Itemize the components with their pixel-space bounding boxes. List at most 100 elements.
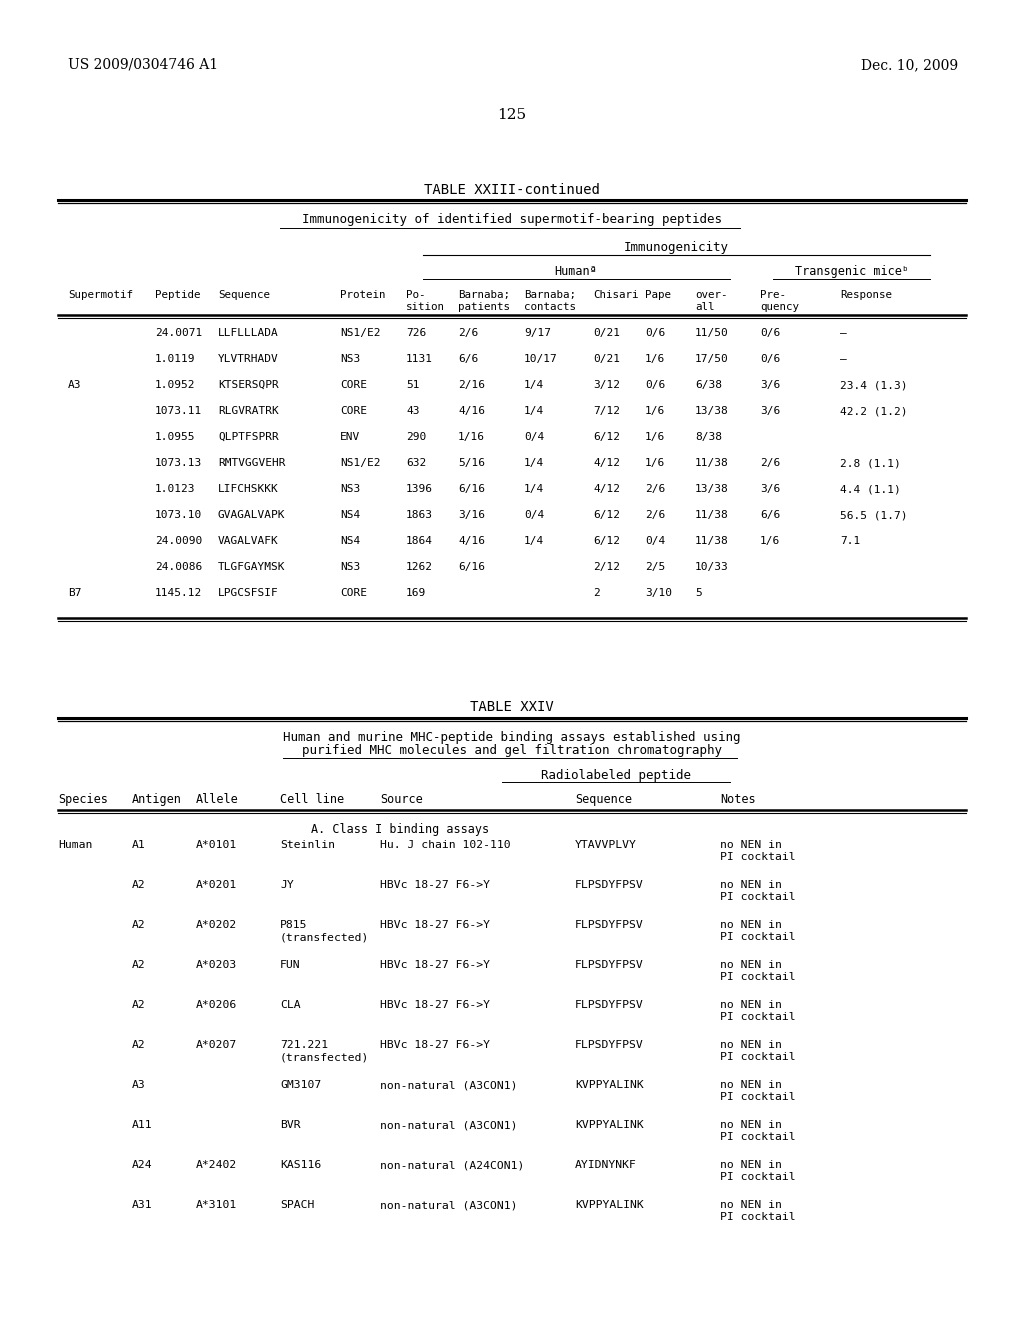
Text: 13/38: 13/38: [695, 484, 729, 494]
Text: no NEN in: no NEN in: [720, 880, 782, 890]
Text: FLPSDYFPSV: FLPSDYFPSV: [575, 920, 644, 931]
Text: A3: A3: [132, 1080, 145, 1090]
Text: A*0202: A*0202: [196, 920, 238, 931]
Text: 0/4: 0/4: [524, 432, 544, 442]
Text: KTSERSQPR: KTSERSQPR: [218, 380, 279, 389]
Text: CLA: CLA: [280, 1001, 301, 1010]
Text: Radiolabeled peptide: Radiolabeled peptide: [541, 770, 691, 781]
Text: patients: patients: [458, 302, 510, 312]
Text: 1/4: 1/4: [524, 484, 544, 494]
Text: AYIDNYNKF: AYIDNYNKF: [575, 1160, 637, 1170]
Text: CORE: CORE: [340, 407, 367, 416]
Text: 2/5: 2/5: [645, 562, 666, 572]
Text: 1/6: 1/6: [645, 354, 666, 364]
Text: Species: Species: [58, 793, 108, 807]
Text: A*0207: A*0207: [196, 1040, 238, 1049]
Text: non-natural (A3CON1): non-natural (A3CON1): [380, 1080, 517, 1090]
Text: KVPPYALINK: KVPPYALINK: [575, 1080, 644, 1090]
Text: CORE: CORE: [340, 380, 367, 389]
Text: HBVc 18-27 F6->Y: HBVc 18-27 F6->Y: [380, 960, 490, 970]
Text: quency: quency: [760, 302, 799, 312]
Text: NS1/E2: NS1/E2: [340, 327, 381, 338]
Text: Allele: Allele: [196, 793, 239, 807]
Text: FLPSDYFPSV: FLPSDYFPSV: [575, 960, 644, 970]
Text: no NEN in: no NEN in: [720, 1080, 782, 1090]
Text: 17/50: 17/50: [695, 354, 729, 364]
Text: no NEN in: no NEN in: [720, 1001, 782, 1010]
Text: JY: JY: [280, 880, 294, 890]
Text: non-natural (A24CON1): non-natural (A24CON1): [380, 1160, 524, 1170]
Text: no NEN in: no NEN in: [720, 1200, 782, 1210]
Text: TLGFGAYMSK: TLGFGAYMSK: [218, 562, 286, 572]
Text: 3/10: 3/10: [645, 587, 672, 598]
Text: no NEN in: no NEN in: [720, 1040, 782, 1049]
Text: 1864: 1864: [406, 536, 433, 546]
Text: FLPSDYFPSV: FLPSDYFPSV: [575, 1001, 644, 1010]
Text: 1/6: 1/6: [645, 407, 666, 416]
Text: 5: 5: [695, 587, 701, 598]
Text: 6/38: 6/38: [695, 380, 722, 389]
Text: no NEN in: no NEN in: [720, 840, 782, 850]
Text: QLPTFSPRR: QLPTFSPRR: [218, 432, 279, 442]
Text: 8/38: 8/38: [695, 432, 722, 442]
Text: Immunogenicity: Immunogenicity: [624, 242, 728, 253]
Text: 6/6: 6/6: [458, 354, 478, 364]
Text: 169: 169: [406, 587, 426, 598]
Text: KAS116: KAS116: [280, 1160, 322, 1170]
Text: 4/16: 4/16: [458, 407, 485, 416]
Text: contacts: contacts: [524, 302, 575, 312]
Text: Immunogenicity of identified supermotif-bearing peptides: Immunogenicity of identified supermotif-…: [302, 213, 722, 226]
Text: 7.1: 7.1: [840, 536, 860, 546]
Text: Antigen: Antigen: [132, 793, 182, 807]
Text: Hu. J chain 102-110: Hu. J chain 102-110: [380, 840, 511, 850]
Text: FLPSDYFPSV: FLPSDYFPSV: [575, 1040, 644, 1049]
Text: Sequence: Sequence: [218, 290, 270, 300]
Text: 1073.10: 1073.10: [155, 510, 203, 520]
Text: SPACH: SPACH: [280, 1200, 314, 1210]
Text: PI cocktail: PI cocktail: [720, 1212, 796, 1222]
Text: VAGALVAFK: VAGALVAFK: [218, 536, 279, 546]
Text: TABLE XXIII-continued: TABLE XXIII-continued: [424, 183, 600, 197]
Text: 42.2 (1.2): 42.2 (1.2): [840, 407, 907, 416]
Text: NS3: NS3: [340, 484, 360, 494]
Text: PI cocktail: PI cocktail: [720, 1092, 796, 1102]
Text: 2/6: 2/6: [645, 484, 666, 494]
Text: CORE: CORE: [340, 587, 367, 598]
Text: A2: A2: [132, 1040, 145, 1049]
Text: YTAVVPLVY: YTAVVPLVY: [575, 840, 637, 850]
Text: 1/6: 1/6: [760, 536, 780, 546]
Text: 4/16: 4/16: [458, 536, 485, 546]
Text: ENV: ENV: [340, 432, 360, 442]
Text: 6/6: 6/6: [760, 510, 780, 520]
Text: NS3: NS3: [340, 354, 360, 364]
Text: Chisari: Chisari: [593, 290, 639, 300]
Text: 10/33: 10/33: [695, 562, 729, 572]
Text: 3/6: 3/6: [760, 380, 780, 389]
Text: 6/12: 6/12: [593, 432, 620, 442]
Text: 3/12: 3/12: [593, 380, 620, 389]
Text: 1073.11: 1073.11: [155, 407, 203, 416]
Text: 2/16: 2/16: [458, 380, 485, 389]
Text: 3/6: 3/6: [760, 484, 780, 494]
Text: HBVc 18-27 F6->Y: HBVc 18-27 F6->Y: [380, 880, 490, 890]
Text: Dec. 10, 2009: Dec. 10, 2009: [861, 58, 958, 73]
Text: 23.4 (1.3): 23.4 (1.3): [840, 380, 907, 389]
Text: Sequence: Sequence: [575, 793, 632, 807]
Text: RMTVGGVEHR: RMTVGGVEHR: [218, 458, 286, 469]
Text: A*0201: A*0201: [196, 880, 238, 890]
Text: 2/12: 2/12: [593, 562, 620, 572]
Text: Source: Source: [380, 793, 423, 807]
Text: 1.0952: 1.0952: [155, 380, 196, 389]
Text: 1/6: 1/6: [645, 432, 666, 442]
Text: A1: A1: [132, 840, 145, 850]
Text: KVPPYALINK: KVPPYALINK: [575, 1119, 644, 1130]
Text: NS1/E2: NS1/E2: [340, 458, 381, 469]
Text: Transgenic miceᵇ: Transgenic miceᵇ: [795, 265, 909, 279]
Text: LLFLLLADA: LLFLLLADA: [218, 327, 279, 338]
Text: PI cocktail: PI cocktail: [720, 851, 796, 862]
Text: A*0203: A*0203: [196, 960, 238, 970]
Text: 1073.13: 1073.13: [155, 458, 203, 469]
Text: 1/4: 1/4: [524, 536, 544, 546]
Text: 1.0123: 1.0123: [155, 484, 196, 494]
Text: 0/4: 0/4: [645, 536, 666, 546]
